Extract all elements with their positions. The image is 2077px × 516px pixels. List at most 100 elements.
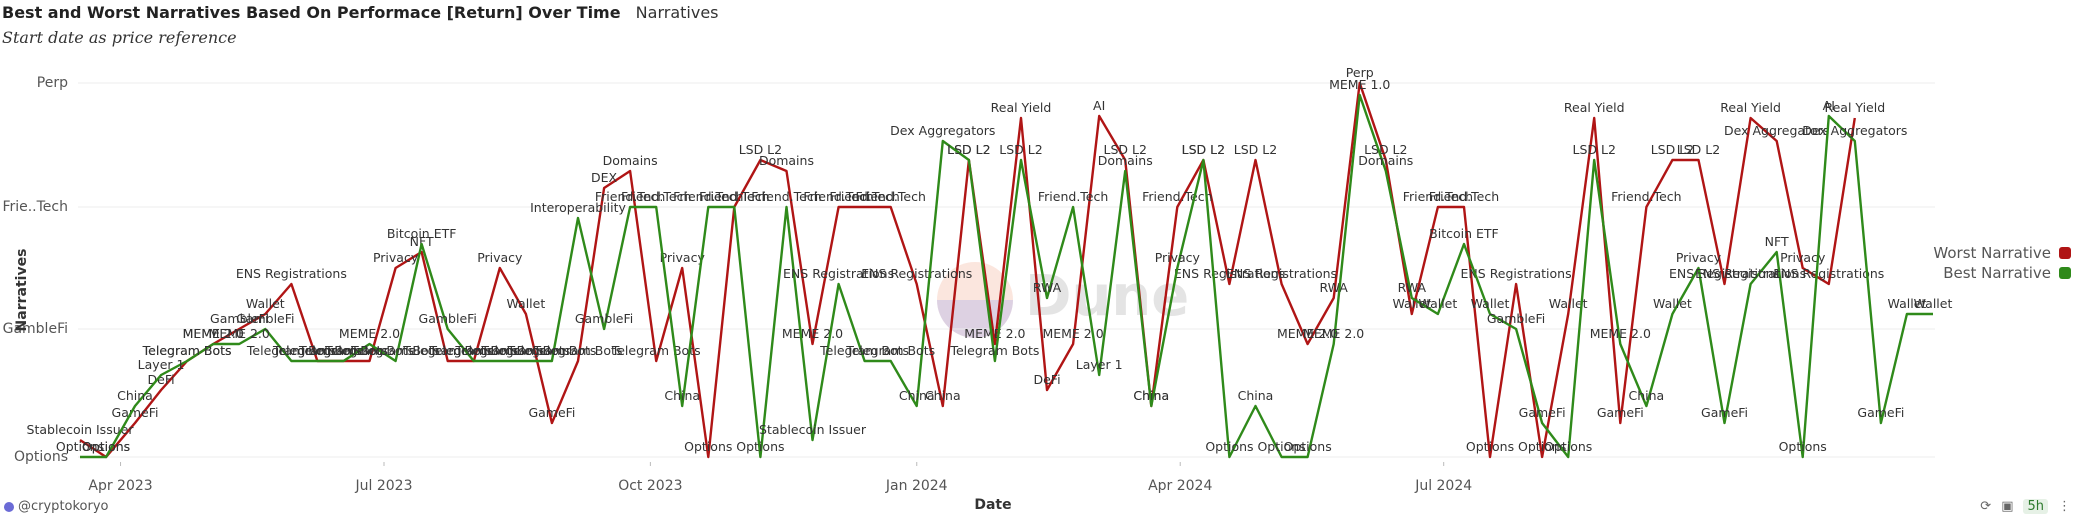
legend-swatch-best — [2059, 267, 2071, 279]
data-label: MEME 2.0 — [1277, 326, 1338, 341]
data-label: LSD L2 — [1364, 142, 1407, 157]
data-label: Options — [1283, 439, 1331, 454]
data-label: China — [899, 388, 935, 403]
age-badge: 5h — [2023, 499, 2048, 514]
data-label: Telegram Bots — [324, 343, 414, 358]
data-label: ENS Registrations — [783, 266, 894, 281]
data-label: Wallet — [1653, 296, 1692, 311]
data-label: Wallet — [1419, 296, 1458, 311]
data-label: Privacy — [477, 250, 523, 265]
data-label: China — [1629, 388, 1665, 403]
data-label: Stablecoin Issuer — [759, 422, 867, 437]
data-label: LSD L2 — [1677, 142, 1720, 157]
data-label: Friend.Tech — [1429, 189, 1499, 204]
data-label: GameFi — [1701, 405, 1748, 420]
data-label: GameFi — [1597, 405, 1644, 420]
data-label: Options — [1518, 439, 1566, 454]
data-label: China — [664, 388, 700, 403]
data-label: MEME 2.0 — [183, 326, 244, 341]
data-label: Real Yield — [1720, 100, 1781, 115]
data-label: Real Yield — [1564, 100, 1625, 115]
legend-item-best[interactable]: Best Narrative — [1933, 264, 2071, 282]
legend-item-worst[interactable]: Worst Narrative — [1933, 244, 2071, 262]
data-label: LSD L2 — [1234, 142, 1277, 157]
chart-title: Best and Worst Narratives Based On Perfo… — [2, 3, 621, 22]
data-label: Friend.Tech — [699, 189, 769, 204]
data-label: China — [925, 388, 961, 403]
data-label: Interoperability — [530, 200, 626, 215]
visualization-name[interactable]: Narratives — [635, 3, 719, 22]
data-label: GameFi — [528, 405, 575, 420]
data-label: Stablecoin Issuer — [27, 422, 135, 437]
data-label: Privacy — [373, 250, 419, 265]
data-label: Friend.Tech — [1142, 189, 1212, 204]
data-label: GambleFi — [1487, 311, 1545, 326]
data-label: China — [117, 388, 153, 403]
y-tick-label: Frie..Tech — [2, 199, 68, 215]
camera-icon[interactable]: ▣ — [2001, 499, 2014, 514]
data-label: Friend.Tech — [855, 189, 925, 204]
data-label: Telegram Bots — [246, 343, 336, 358]
data-label: Privacy — [660, 250, 706, 265]
data-label: GambleFi — [419, 311, 477, 326]
data-label: Friend.Tech — [699, 189, 769, 204]
data-label: Telegram Bots — [272, 343, 362, 358]
data-label: Friend.Tech — [803, 189, 873, 204]
data-label: Wallet — [506, 296, 545, 311]
data-label: MEME 2.0 — [782, 326, 843, 341]
overflow-icon[interactable]: ⋮ — [2058, 499, 2071, 514]
author-credit[interactable]: @cryptokoryo — [4, 499, 109, 514]
x-tick-label: Apr 2023 — [88, 478, 152, 494]
data-label: NFT — [1765, 234, 1789, 249]
data-label: Wallet — [1471, 296, 1510, 311]
y-axis-title: Narratives — [14, 249, 30, 332]
data-label: Domains — [1098, 153, 1153, 168]
data-label: Wallet — [246, 296, 285, 311]
data-label: Friend.Tech — [595, 189, 665, 204]
data-label: ENS Registrations — [1174, 266, 1285, 281]
y-tick-label: GambleFi — [3, 321, 68, 337]
x-tick-label: Jul 2024 — [1414, 478, 1472, 494]
y-tick-label: Options — [14, 449, 68, 465]
legend: Worst Narrative Best Narrative — [1933, 244, 2071, 284]
data-label: MEME 2.0 — [1303, 326, 1364, 341]
data-label: China — [1133, 388, 1169, 403]
data-label: LSD L2 — [1103, 142, 1146, 157]
legend-label-worst: Worst Narrative — [1933, 244, 2051, 262]
data-label: Wallet — [1888, 296, 1927, 311]
data-label: ENS Registrations — [236, 266, 347, 281]
data-label: Friend.Tech — [751, 189, 821, 204]
data-label: MEME 2.0 — [1042, 326, 1103, 341]
data-label: China — [1238, 388, 1274, 403]
data-label: Friend.Tech — [1611, 189, 1681, 204]
data-label: DEX — [591, 170, 618, 185]
data-label: MEME 2.0 — [339, 326, 400, 341]
chart-subtitle: Start date as price reference — [2, 28, 237, 47]
data-label: LSD L2 — [999, 142, 1042, 157]
data-label: DeFi — [1033, 372, 1060, 387]
data-label: Telegram Bots — [428, 343, 518, 358]
data-label: ENS Registrations — [861, 266, 972, 281]
data-label: ENS Registrations — [1226, 266, 1337, 281]
legend-label-best: Best Narrative — [1943, 264, 2051, 282]
series-line-best — [80, 93, 1933, 459]
data-label: ENS Registrations — [1461, 266, 1572, 281]
data-label: Layer 1 — [1076, 357, 1123, 372]
data-label: Telegram Bots — [272, 343, 362, 358]
data-label: Options — [1257, 439, 1305, 454]
data-label: Domains — [603, 153, 658, 168]
data-label: MEME 2.0 — [209, 326, 270, 341]
data-label: Bitcoin ETF — [387, 226, 457, 241]
data-label: Options — [736, 439, 784, 454]
refresh-icon[interactable]: ⟳ — [1980, 499, 1992, 514]
data-label: Telegram Bots — [845, 343, 935, 358]
data-label: AI — [1093, 98, 1105, 113]
data-label: GameFi — [1519, 405, 1566, 420]
data-label: MEME 2.0 — [1590, 326, 1651, 341]
data-label: Friend.Tech — [621, 189, 691, 204]
data-label: Layer 1 — [138, 357, 185, 372]
data-label: Privacy — [1780, 250, 1826, 265]
data-label: Friend.Tech — [1403, 189, 1473, 204]
data-label: Telegram Bots — [819, 343, 909, 358]
